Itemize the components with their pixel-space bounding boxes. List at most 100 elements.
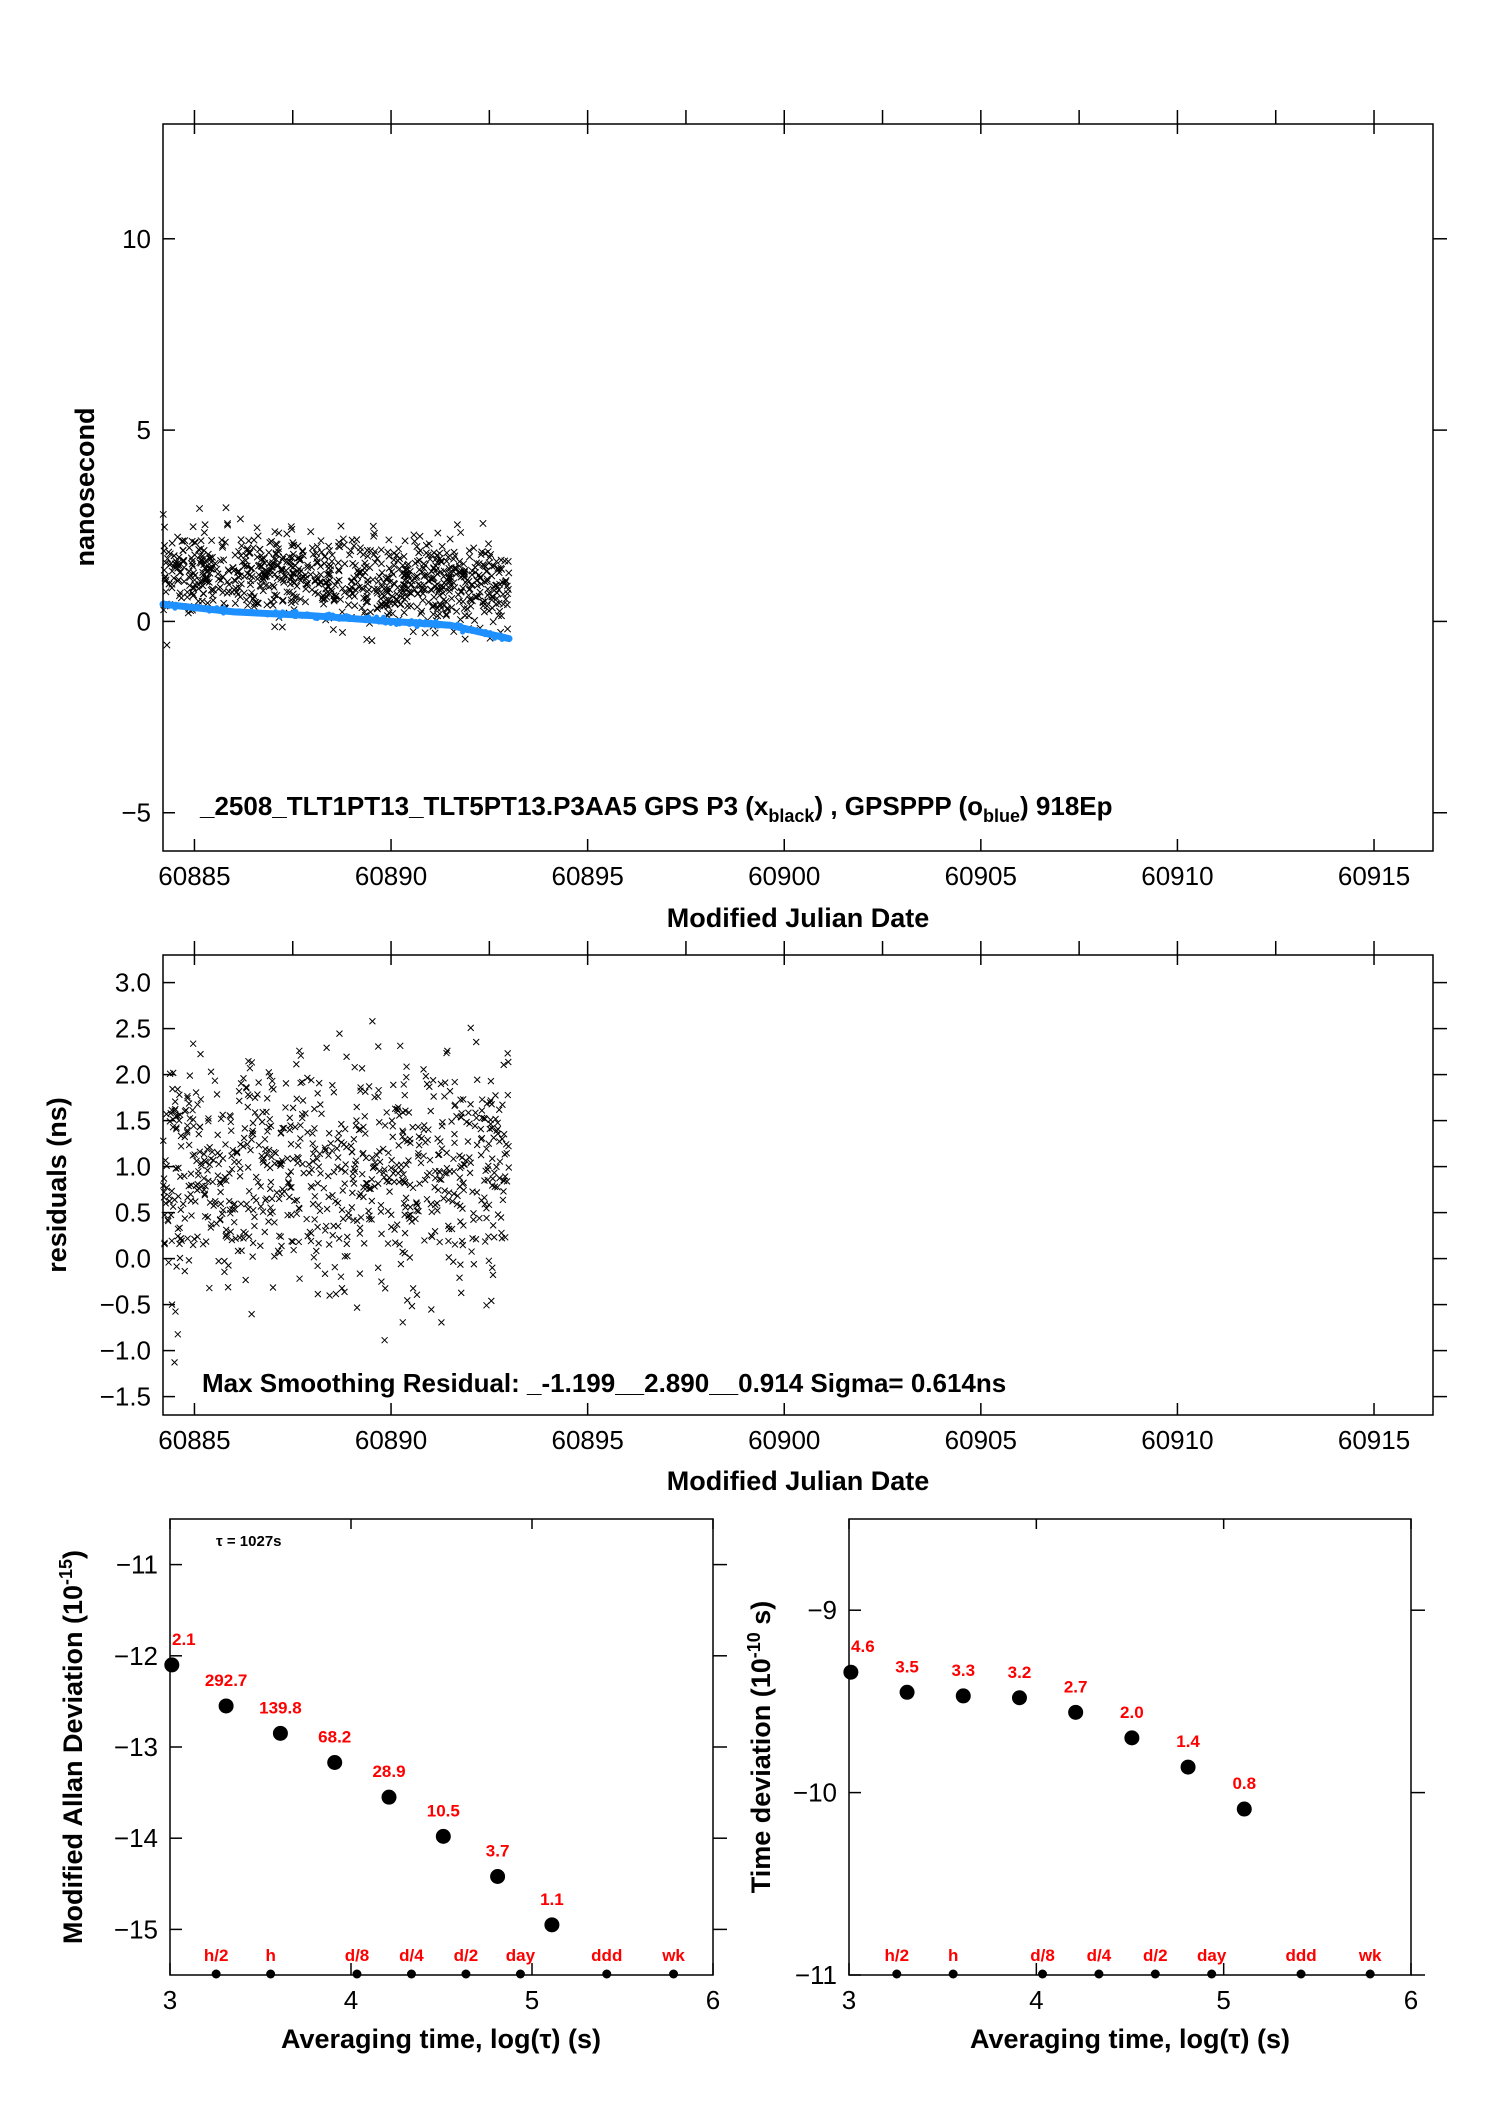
- x-point: [239, 1142, 247, 1150]
- x-point: [241, 561, 249, 569]
- x-point: [450, 1155, 457, 1163]
- y-tick-label: −15: [114, 1914, 158, 1944]
- x-point: [278, 1242, 285, 1250]
- x-point: [334, 1154, 342, 1161]
- x-point: [314, 1179, 322, 1187]
- x-point: [233, 1149, 241, 1157]
- x-point: [238, 1247, 245, 1254]
- x-point: [187, 1170, 195, 1178]
- x-point: [469, 1188, 476, 1195]
- x-point: [205, 564, 213, 572]
- x-point: [481, 578, 489, 586]
- x-point: [297, 1079, 304, 1087]
- tdev-xlabel: Averaging time, log(τ) (s): [970, 2024, 1290, 2054]
- x-point: [371, 558, 379, 566]
- x-point: [383, 587, 391, 595]
- x-point: [235, 584, 243, 592]
- x-point: [299, 1160, 306, 1168]
- x-point: [409, 1123, 417, 1131]
- x-point: [182, 1106, 190, 1114]
- x-point: [328, 557, 336, 565]
- x-point: [391, 1226, 398, 1233]
- x-point: [422, 1072, 430, 1080]
- x-point: [335, 576, 343, 584]
- x-point: [448, 604, 456, 612]
- x-point: [168, 580, 176, 588]
- x-point: [207, 1224, 215, 1231]
- x-point: [478, 1096, 486, 1103]
- x-point: [498, 565, 506, 573]
- x-point: [459, 1241, 467, 1249]
- x-point: [470, 544, 478, 552]
- x-point: [286, 1126, 294, 1134]
- y-tick-label: 5: [137, 415, 151, 445]
- x-point: [460, 604, 468, 612]
- x-point: [407, 602, 415, 610]
- x-point: [279, 1124, 286, 1132]
- x-point: [184, 1235, 191, 1242]
- x-point: [414, 1153, 422, 1160]
- x-point: [500, 1130, 508, 1138]
- x-point: [266, 538, 274, 547]
- x-point: [235, 1087, 243, 1095]
- x-point: [415, 1150, 422, 1157]
- x-point: [488, 572, 496, 580]
- x-point: [264, 1128, 271, 1135]
- x-point: [343, 1240, 351, 1248]
- x-point: [456, 1202, 464, 1210]
- x-point: [168, 1237, 176, 1245]
- x-point: [208, 565, 216, 573]
- x-point: [441, 1079, 449, 1086]
- interval-marker-label: d/2: [1143, 1946, 1168, 1965]
- x-point: [394, 1169, 402, 1177]
- x-point: [261, 1135, 269, 1143]
- gpsppp-point: [201, 606, 207, 612]
- x-point: [211, 1197, 219, 1205]
- x-point: [324, 1172, 332, 1180]
- x-point: [452, 570, 460, 578]
- x-point: [219, 1206, 227, 1214]
- x-point: [375, 1167, 383, 1175]
- x-point: [205, 1284, 213, 1292]
- x-point: [458, 567, 466, 575]
- x-point: [400, 552, 408, 561]
- timeseries-points: [159, 504, 513, 649]
- x-point: [361, 1130, 369, 1137]
- interval-marker: [1365, 1969, 1375, 1979]
- mdev-panel: 2.1 292.7 139.8 68.2 28.9 10.5 3.7 1.1 h/2 h d/8 d/…: [56, 1518, 727, 2054]
- x-point: [465, 591, 473, 599]
- x-point: [420, 1066, 427, 1073]
- gpsppp-point: [395, 618, 401, 624]
- x-point: [328, 1147, 336, 1155]
- x-point: [272, 550, 280, 559]
- x-point: [287, 1168, 295, 1175]
- gpsppp-point: [487, 630, 493, 636]
- x-point: [445, 1196, 452, 1204]
- x-point: [244, 1205, 252, 1213]
- x-point: [395, 1178, 403, 1186]
- x-point: [420, 564, 428, 572]
- x-tick-label: 6: [1404, 1985, 1418, 2015]
- x-point: [304, 579, 312, 587]
- x-point: [434, 529, 442, 537]
- x-point: [193, 1186, 201, 1194]
- x-point: [277, 565, 285, 573]
- x-point: [381, 1285, 389, 1292]
- x-point: [277, 1162, 284, 1170]
- x-point: [434, 1207, 441, 1214]
- x-point: [290, 569, 298, 577]
- x-point: [400, 1200, 408, 1207]
- x-tick-label: 60905: [945, 861, 1017, 891]
- x-point: [185, 544, 193, 552]
- x-point: [220, 599, 228, 607]
- x-point: [334, 1222, 342, 1230]
- x-point: [484, 1233, 492, 1240]
- x-point: [451, 1102, 458, 1110]
- x-point: [223, 519, 232, 528]
- x-point: [246, 581, 254, 589]
- x-point: [370, 550, 378, 558]
- x-point: [329, 1191, 336, 1199]
- gpsppp-point: [361, 616, 367, 622]
- x-point: [437, 1080, 445, 1088]
- x-point: [271, 591, 279, 599]
